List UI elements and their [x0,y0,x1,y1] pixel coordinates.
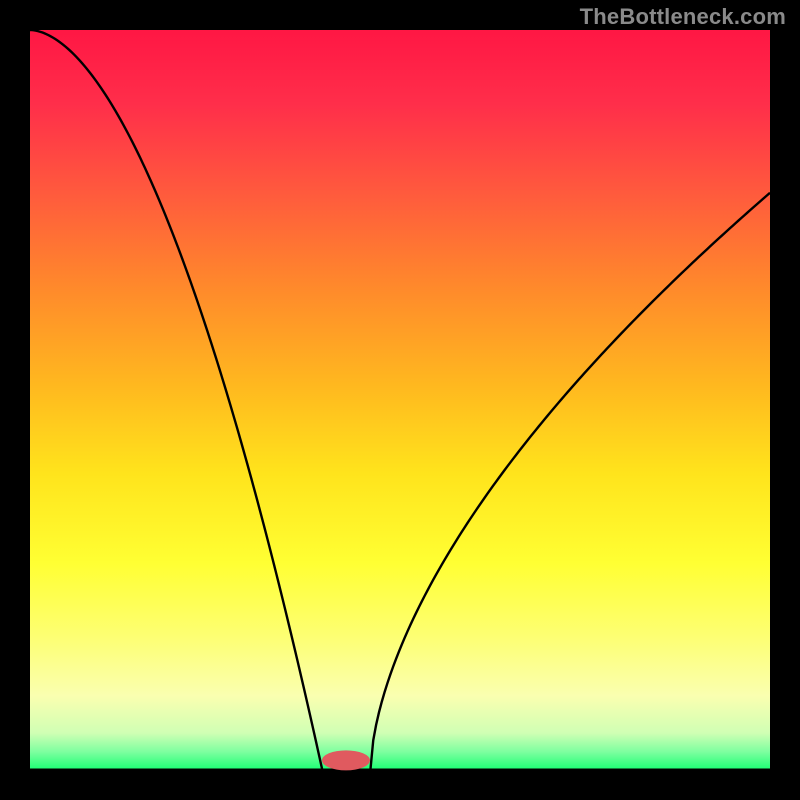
plot-background [30,30,770,770]
bottleneck-marker [322,750,370,770]
chart-container: { "watermark": "TheBottleneck.com", "cha… [0,0,800,800]
bottleneck-chart [0,0,800,800]
watermark-text: TheBottleneck.com [580,4,786,30]
